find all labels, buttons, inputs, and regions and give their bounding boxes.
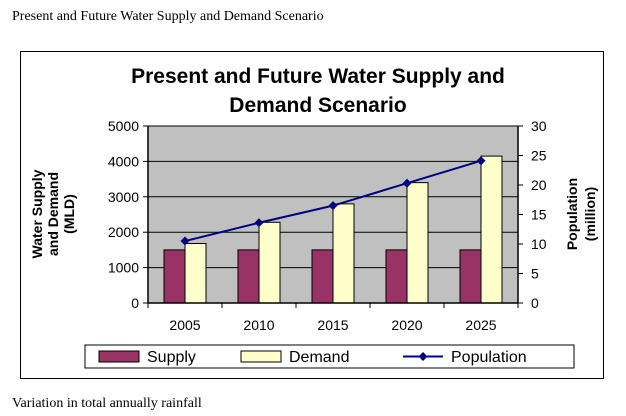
right-axis-title-line-2: (million) (582, 187, 598, 241)
right-tick-label: 10 (531, 236, 547, 252)
point-population-2025 (476, 156, 486, 166)
bar-supply-2015 (311, 249, 334, 304)
bar-demand-2010 (258, 221, 281, 304)
left-tick-label: 4000 (108, 153, 139, 169)
left-tick-label: 1000 (108, 260, 139, 276)
left-tick-label: 3000 (108, 189, 139, 205)
legend-swatch-supply (98, 350, 140, 363)
x-tick-label-2025: 2025 (465, 317, 496, 333)
point-population-2015 (328, 201, 338, 211)
right-tick-label: 30 (531, 118, 547, 134)
document-heading: Present and Future Water Supply and Dema… (12, 9, 324, 24)
right-axis-title-line-1: Population (564, 178, 580, 250)
water-supply-demand-chart: Present and Future Water Supply and Dema… (29, 65, 598, 369)
chart-title-line-2: Demand Scenario (229, 94, 406, 117)
legend-marker-population (418, 352, 428, 361)
legend-swatch-demand (240, 350, 282, 363)
x-tick-label-2015: 2015 (317, 317, 348, 333)
x-tick-label-2005: 2005 (169, 317, 200, 333)
bar-demand-2025 (480, 155, 503, 304)
right-tick-label: 15 (531, 207, 547, 223)
left-axis-title-line-2: and Demand (45, 172, 61, 256)
chart-title-line-1: Present and Future Water Supply and (131, 65, 505, 88)
legend-label-population: Population (451, 349, 527, 366)
right-tick-label: 25 (531, 148, 547, 164)
bar-demand-2020 (406, 182, 429, 304)
legend-box (84, 344, 575, 369)
bar-supply-2005 (163, 249, 186, 304)
x-tick-label-2010: 2010 (243, 317, 274, 333)
bar-supply-2010 (237, 249, 260, 304)
legend-label-supply: Supply (147, 349, 196, 366)
left-tick-label: 0 (131, 295, 139, 311)
right-tick-label: 20 (531, 177, 547, 193)
left-axis-title-line-1: Water Supply (29, 169, 45, 258)
chart-container: Present and Future Water Supply and Dema… (20, 51, 604, 379)
point-population-2005 (180, 236, 190, 246)
bar-demand-2005 (184, 243, 207, 304)
legend-label-demand: Demand (289, 349, 349, 366)
x-tick-label-2020: 2020 (391, 317, 422, 333)
document-caption: Variation in total annually rainfall (12, 396, 202, 411)
point-population-2010 (254, 218, 264, 228)
left-axis-title-line-3: (MLD) (61, 194, 77, 234)
point-population-2020 (402, 178, 412, 188)
left-tick-label: 2000 (108, 224, 139, 240)
right-tick-label: 0 (531, 295, 539, 311)
bar-supply-2020 (385, 249, 408, 304)
right-tick-label: 5 (531, 266, 539, 282)
left-tick-label: 5000 (108, 118, 139, 134)
bar-supply-2025 (459, 249, 482, 304)
bar-demand-2015 (332, 203, 355, 304)
